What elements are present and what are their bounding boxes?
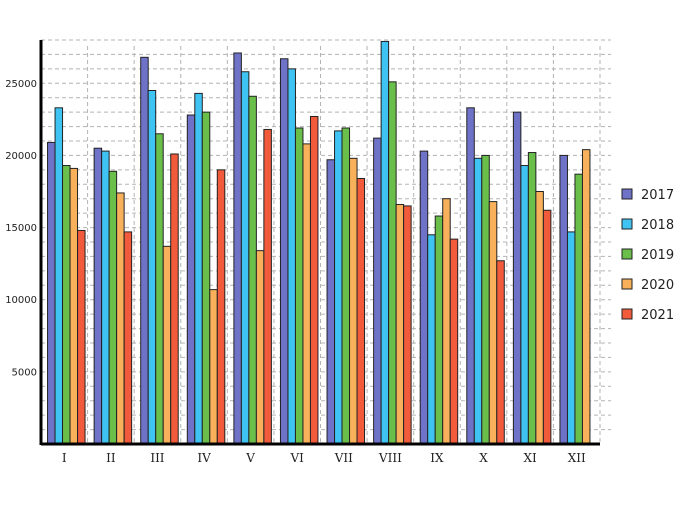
bar-2018-II [101,150,110,445]
x-tick-label: X [479,451,488,465]
legend-label-2020: 2020 [641,278,674,293]
bar-2019-IX [434,215,444,445]
bar-2018-IV [194,92,203,445]
bar-2021-XI [542,209,552,445]
legend-label-2017: 2017 [641,188,674,203]
bar-2021-VIII [403,205,412,445]
bar-2017-XII [559,154,568,445]
bar-2018-III [147,90,157,445]
bar-2018-XI [520,165,529,445]
bar-2017-X [466,107,475,445]
x-tick-label: XII [568,451,586,465]
bars [47,40,591,445]
legend-label-2018: 2018 [641,218,674,233]
bar-2020-VII [349,157,358,445]
y-tick-label: 15000 [5,223,37,234]
x-tick-label: VIII [378,451,402,465]
grid [41,39,611,444]
bar-2017-XI [512,111,522,445]
bar-2020-I [69,167,79,445]
x-tick-label: V [245,451,255,465]
bar-2017-II [93,147,103,445]
bar-2021-II [123,231,133,445]
bar-2020-VI [302,143,311,445]
bar-2020-II [116,192,125,445]
bar-2019-VII [341,127,351,445]
bar-2021-IV [216,169,226,445]
bar-2017-IX [419,150,429,445]
x-tick-label: VII [334,451,353,465]
y-tick-label: 20000 [5,151,37,162]
bar-2018-XII [566,231,576,445]
bar-2021-VII [356,178,366,445]
bar-2017-I [47,141,56,445]
y-tick-label: 5000 [12,367,37,378]
bar-2018-I [54,107,64,445]
bar-2019-VIII [388,81,397,445]
bar-2020-VIII [395,203,405,445]
bar-2020-IX [442,198,451,445]
legend-swatch-2020 [621,278,633,290]
bar-2017-IV [186,114,196,445]
x-tick-label: III [150,451,164,465]
bar-2021-III [170,153,179,445]
bar-2017-V [233,52,242,445]
legend-swatch-2017 [621,188,633,200]
bar-2020-V [255,250,265,445]
bar-2017-VIII [373,137,382,445]
bar-2020-XI [535,191,544,445]
x-tick-label: I [62,451,67,465]
bar-2018-VI [287,68,296,445]
bar-2019-II [108,170,118,445]
bar-2019-V [248,95,257,445]
bar-2020-III [162,245,172,445]
legend-label-2019: 2019 [641,248,674,263]
bar-2019-XI [527,152,537,445]
bar-2019-III [155,133,164,445]
bar-2019-X [481,154,490,445]
y-tick-label: 10000 [5,295,37,306]
bar-2017-III [140,56,149,445]
bar-2020-IV [209,289,218,445]
bar-2018-V [240,71,250,445]
legend-swatch-2018 [621,218,633,230]
bar-2018-X [473,157,483,445]
legend-swatch-2019 [621,248,633,260]
bar-2021-V [263,128,272,445]
bar-2019-XII [574,173,583,445]
bar-2017-VII [326,159,336,445]
bar-2018-VII [334,130,343,445]
bar-2020-X [488,201,498,445]
y-tick-label: 25000 [5,79,37,90]
bar-2021-I [77,229,86,445]
bar-2021-X [496,260,505,445]
legend-swatch-2021 [621,308,633,320]
axes [39,40,600,446]
bar-2021-IX [449,238,459,445]
x-tick-label: IX [430,451,444,465]
bar-2021-VI [309,115,319,445]
x-tick-label: IV [197,451,211,465]
bar-2020-XII [581,149,591,445]
x-tick-label: II [106,451,116,465]
bar-2018-IX [427,234,436,445]
legend-label-2021: 2021 [641,308,674,323]
bar-2019-VI [294,127,304,445]
bar-2019-IV [201,111,211,445]
legend: 2017 2018 2019 2020 2021 [621,188,674,323]
bar-2018-VIII [380,40,390,445]
bar-2019-I [62,165,71,445]
x-tick-label: VI [290,451,305,465]
x-tick-label: XI [523,451,537,465]
bar-2017-VI [279,58,289,445]
